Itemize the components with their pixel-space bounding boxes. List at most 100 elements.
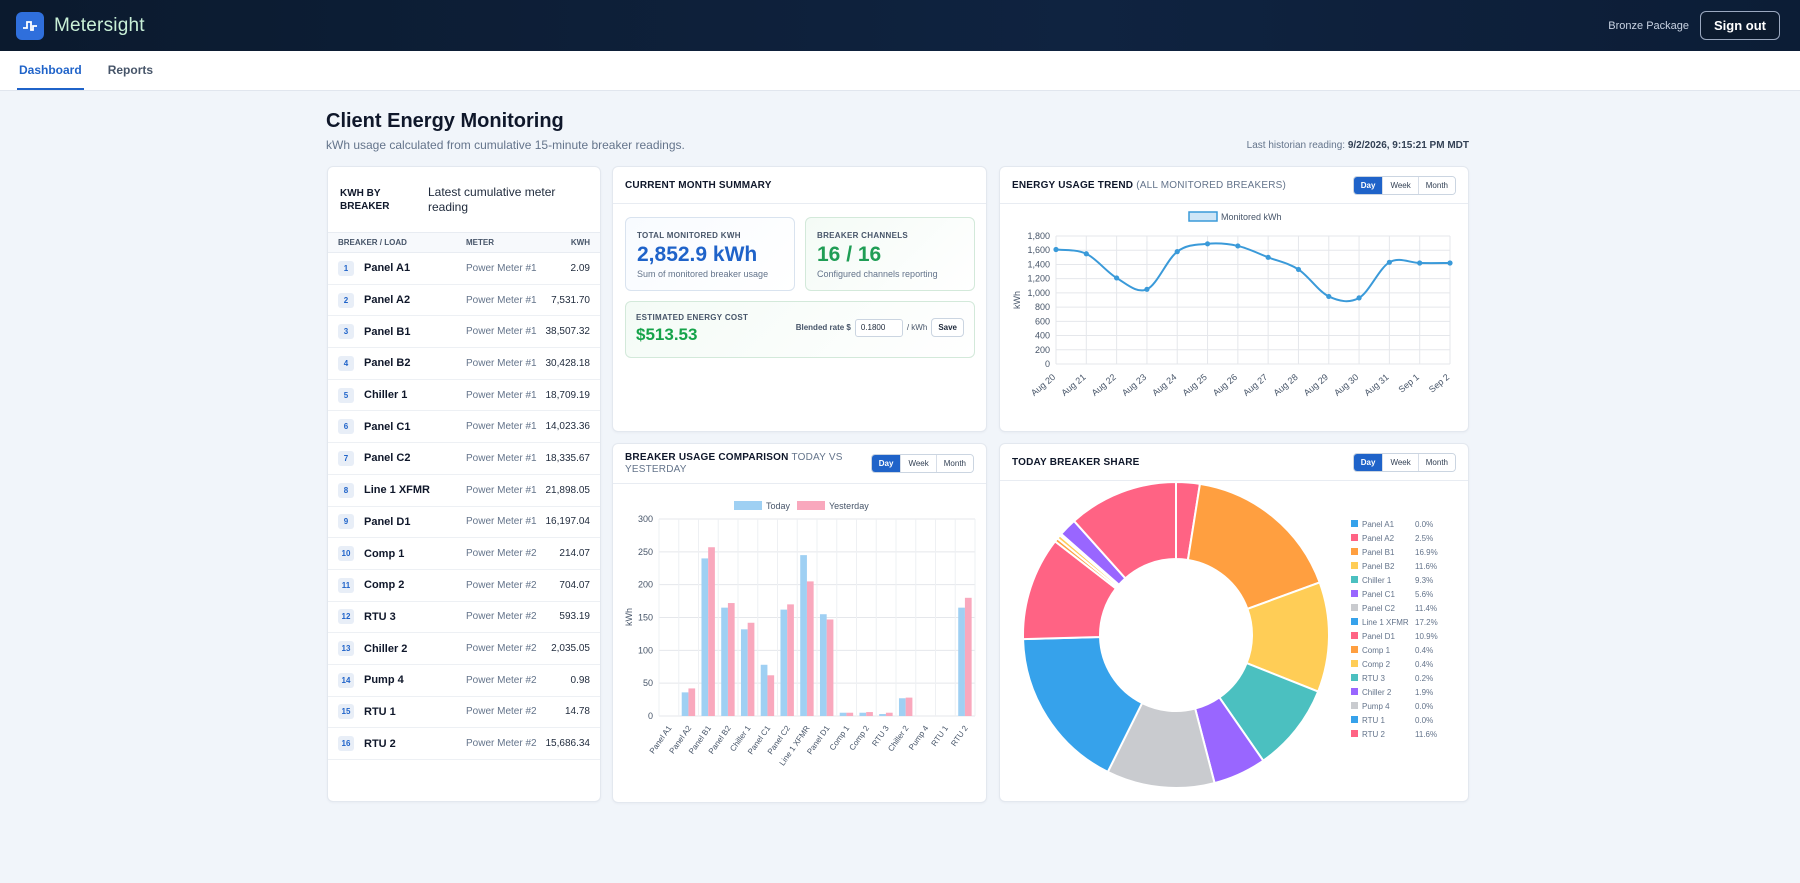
trend-point <box>1204 241 1211 247</box>
breaker-name: Panel B2 <box>364 357 411 370</box>
breaker-kwh: 593.19 <box>559 611 590 623</box>
share-title: TODAY BREAKER SHARE <box>1012 456 1140 468</box>
trend-y-tick: 600 <box>1035 316 1050 326</box>
sign-out-button[interactable]: Sign out <box>1700 11 1780 40</box>
breaker-card-title: KWH BY BREAKER <box>340 187 390 212</box>
breaker-number: 2 <box>338 292 354 308</box>
share-toggle-month[interactable]: Month <box>1417 453 1455 471</box>
breaker-row: 15 RTU 1 Power Meter #2 14.78 <box>328 697 600 729</box>
share-legend-label: Comp 1 <box>1362 646 1391 655</box>
bar-today <box>839 712 847 716</box>
breaker-kwh: 18,335.67 <box>545 452 591 464</box>
trend-point <box>1144 286 1150 292</box>
rate-unit: / kWh <box>906 323 928 332</box>
legend-yesterday-label: Yesterday <box>829 501 869 511</box>
trend-legend-swatch <box>1188 211 1218 222</box>
bar-yesterday <box>806 581 814 716</box>
bar-yesterday <box>885 712 893 716</box>
breaker-row: 4 Panel B2 Power Meter #1 30,428.18 <box>328 348 600 380</box>
share-legend-swatch <box>1351 548 1358 555</box>
bar-today <box>780 609 788 716</box>
comparison-bar-chart: Today Yesterday050100150200250300kWhPanel… <box>624 501 976 767</box>
share-legend-label: Line 1 XFMR <box>1362 618 1409 627</box>
breaker-meter: Power Meter #2 <box>466 548 537 560</box>
trend-legend-label: Monitored kWh <box>1221 212 1282 222</box>
brand[interactable]: Metersight <box>16 11 145 40</box>
channels-value: 16 / 16 <box>817 243 882 266</box>
bar-yesterday <box>688 688 696 716</box>
share-legend-swatch <box>1351 590 1358 597</box>
total-kwh-sub: Sum of monitored breaker usage <box>637 269 769 279</box>
current-month-summary-card: CURRENT MONTH SUMMARY TOTAL MONITORED KW… <box>612 166 987 432</box>
breaker-number: 11 <box>338 577 354 593</box>
trend-y-tick: 800 <box>1035 302 1050 312</box>
breaker-number: 7 <box>338 450 354 466</box>
share-legend-label: RTU 1 <box>1362 716 1386 725</box>
tab-dashboard[interactable]: Dashboard <box>17 63 84 90</box>
trend-y-tick: 0 <box>1045 359 1050 369</box>
save-rate-button[interactable]: Save <box>931 318 964 337</box>
last-reading-value: 9/2/2026, 9:15:21 PM MDT <box>1347 140 1469 151</box>
share-legend-percent: 17.2% <box>1415 618 1438 627</box>
breaker-row: 3 Panel B1 Power Meter #1 38,507.32 <box>328 316 600 349</box>
breaker-name: Panel B1 <box>364 325 411 338</box>
breaker-kwh: 38,507.32 <box>545 326 591 338</box>
breaker-name: Line 1 XFMR <box>364 484 431 497</box>
blended-rate-input[interactable] <box>854 318 903 337</box>
breaker-meter: Power Meter #1 <box>466 326 537 338</box>
breaker-meter: Power Meter #1 <box>466 452 537 464</box>
breaker-name: Comp 2 <box>364 579 405 592</box>
trend-x-tick: Aug 26 <box>1211 372 1239 398</box>
share-legend-swatch <box>1351 660 1358 667</box>
breaker-meter: Power Meter #1 <box>466 484 537 496</box>
blended-rate-row: Blended rate $ / kWh Save <box>796 318 964 337</box>
breaker-kwh: 2,035.05 <box>551 643 590 655</box>
share-toggle-day[interactable]: Day <box>1353 453 1383 471</box>
breaker-meter: Power Meter #2 <box>466 611 537 623</box>
compare-toggle-day[interactable]: Day <box>871 455 901 472</box>
breaker-name: Comp 1 <box>364 547 405 560</box>
compare-y-tick: 100 <box>638 645 653 655</box>
trend-toggle-month[interactable]: Month <box>1417 176 1455 194</box>
share-legend-swatch <box>1351 520 1358 527</box>
legend-yesterday-swatch <box>797 501 825 510</box>
channels-sub: Configured channels reporting <box>817 269 938 279</box>
breaker-row: 13 Chiller 2 Power Meter #2 2,035.05 <box>328 633 600 665</box>
share-legend-percent: 10.9% <box>1415 632 1438 641</box>
cost-label: ESTIMATED ENERGY COST <box>636 313 749 322</box>
trend-toggle-week[interactable]: Week <box>1382 176 1418 194</box>
tab-reports[interactable]: Reports <box>107 63 154 77</box>
trend-toggle-day[interactable]: Day <box>1353 176 1383 194</box>
rate-label: Blended rate $ <box>795 323 851 332</box>
bar-today <box>740 629 748 716</box>
compare-toggle-week[interactable]: Week <box>900 455 936 472</box>
breaker-kwh: 18,709.19 <box>545 389 591 401</box>
trend-line-chart: Monitored kWh 0 200 400 600 800 1,000 1,200 1,40… <box>1012 211 1453 398</box>
trend-x-tick: Sep 2 <box>1427 372 1451 395</box>
breaker-meter: Power Meter #1 <box>466 389 537 401</box>
breaker-name: RTU 2 <box>364 737 396 750</box>
pulse-logo-icon <box>16 11 44 40</box>
share-legend-percent: 0.0% <box>1415 702 1433 711</box>
bar-yesterday <box>846 712 854 716</box>
trend-point <box>1326 293 1332 300</box>
breaker-card-description: Latest cumulative meter reading <box>428 184 556 214</box>
trend-point <box>1265 254 1271 260</box>
bar-yesterday <box>727 603 735 716</box>
breaker-row: 2 Panel A2 Power Meter #1 7,531.70 <box>328 285 600 317</box>
trend-point <box>1235 243 1241 249</box>
col-meter: METER <box>466 238 494 247</box>
compare-toggle-month[interactable]: Month <box>935 455 973 472</box>
share-legend-percent: 9.3% <box>1415 576 1433 585</box>
share-toggle-week[interactable]: Week <box>1382 453 1418 471</box>
trend-y-tick: 400 <box>1035 331 1050 341</box>
bar-today <box>879 714 886 716</box>
breaker-row: 12 RTU 3 Power Meter #2 593.19 <box>328 602 600 634</box>
breaker-row: 7 Panel C2 Power Meter #1 18,335.67 <box>328 443 600 475</box>
breaker-number: 3 <box>338 324 354 340</box>
compare-x-tick: Pump 4 <box>907 724 931 752</box>
share-legend-percent: 1.9% <box>1415 688 1433 697</box>
share-legend-swatch <box>1351 562 1358 569</box>
trend-x-tick: Aug 31 <box>1362 372 1390 398</box>
energy-cost-tile: ESTIMATED ENERGY COST $513.53 Blended ra… <box>625 301 975 358</box>
